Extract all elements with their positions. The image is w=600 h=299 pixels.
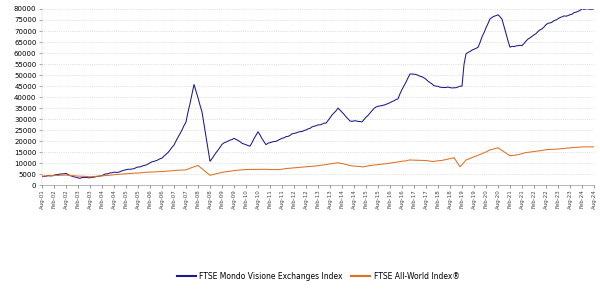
Legend: FTSE Mondo Visione Exchanges Index, FTSE All-World Index®: FTSE Mondo Visione Exchanges Index, FTSE… xyxy=(173,269,463,284)
